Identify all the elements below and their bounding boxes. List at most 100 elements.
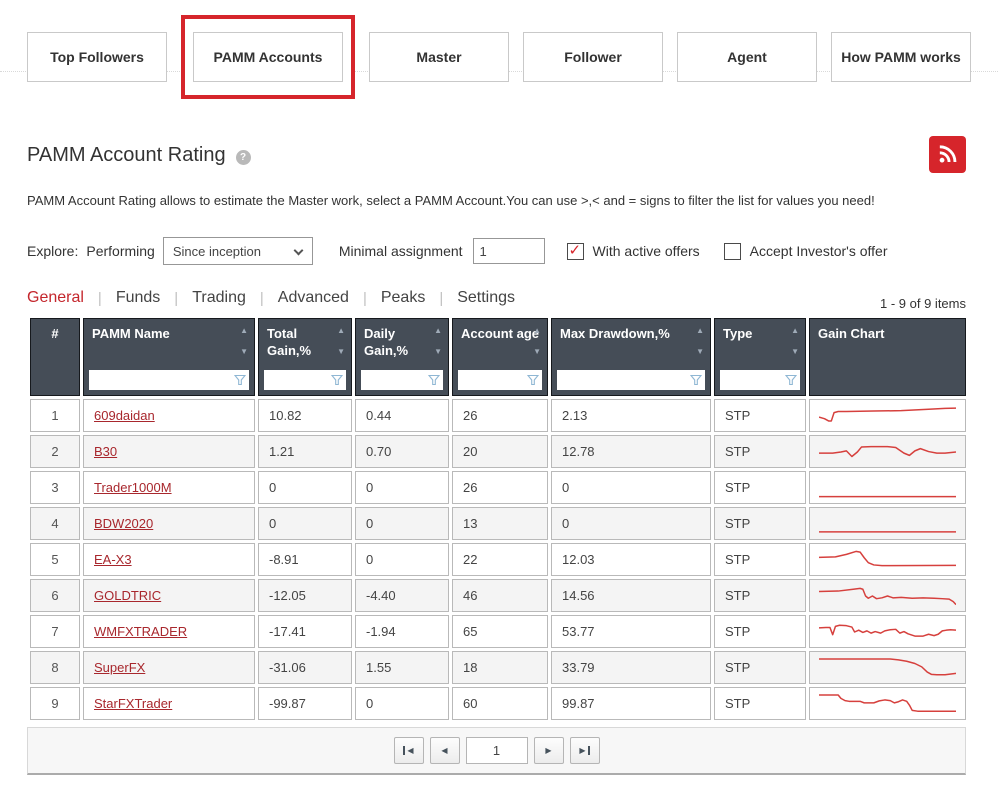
pager: ◀ ◀ ▶ ▶ bbox=[393, 737, 600, 764]
sort-asc-icon: ▲ bbox=[791, 326, 799, 335]
nav-button-agent[interactable]: Agent bbox=[677, 32, 817, 82]
tab-settings[interactable]: Settings bbox=[457, 289, 516, 306]
pamm-account-link[interactable]: 609daidan bbox=[94, 408, 155, 423]
account-age-value: 46 bbox=[452, 579, 548, 612]
column-filter-input[interactable] bbox=[720, 370, 785, 390]
type-value: STP bbox=[714, 507, 806, 540]
tab-general[interactable]: General bbox=[27, 289, 84, 306]
tab-advanced[interactable]: Advanced bbox=[277, 289, 349, 306]
next-arrow-icon: ▶ bbox=[545, 745, 552, 755]
nav-button-top-followers[interactable]: Top Followers bbox=[27, 32, 167, 82]
nav-button-master[interactable]: Master bbox=[369, 32, 509, 82]
pagination-prev-button[interactable]: ◀ bbox=[429, 737, 460, 764]
gain-sparkline bbox=[819, 655, 956, 681]
checkbox-box[interactable]: ✓ bbox=[566, 241, 584, 260]
max-drawdown-value: 99.87 bbox=[551, 687, 711, 720]
pamm-account-link[interactable]: EA-X3 bbox=[94, 552, 132, 567]
pagination-bar: ◀ ◀ ▶ ▶ bbox=[27, 727, 966, 775]
max-drawdown-value: 12.78 bbox=[551, 435, 711, 468]
pagination-first-button[interactable]: ◀ bbox=[393, 737, 424, 764]
accept-investors-offer-label: Accept Investor's offer bbox=[749, 243, 888, 259]
total-gain-value: -8.91 bbox=[258, 543, 352, 576]
nav-button-follower[interactable]: Follower bbox=[523, 32, 663, 82]
column-header-max-drawdown[interactable]: Max Drawdown,% ▲ ▼ bbox=[551, 318, 711, 396]
sort-arrows[interactable]: ▲ ▼ bbox=[240, 327, 248, 356]
account-age-value: 60 bbox=[452, 687, 548, 720]
sort-arrows[interactable]: ▲ ▼ bbox=[533, 327, 541, 356]
daily-gain-value: 0 bbox=[355, 507, 449, 540]
daily-gain-value: 0.70 bbox=[355, 435, 449, 468]
tab-funds[interactable]: Funds bbox=[115, 289, 161, 306]
total-gain-value: 10.82 bbox=[258, 399, 352, 432]
pamm-account-link[interactable]: SuperFX bbox=[94, 660, 146, 675]
table-row: 7 WMFXTRADER -17.41 -1.94 65 53.77 STP bbox=[30, 615, 966, 648]
column-filter bbox=[89, 370, 249, 390]
pagination-last-button[interactable]: ▶ bbox=[569, 737, 600, 764]
items-count: 1 - 9 of 9 items bbox=[880, 296, 966, 311]
chevron-down-icon bbox=[293, 245, 304, 256]
row-index: 4 bbox=[30, 507, 80, 540]
filter-funnel-icon[interactable] bbox=[428, 374, 440, 386]
sort-desc-icon: ▼ bbox=[240, 347, 248, 356]
rating-table: # PAMM Name ▲ ▼ Total Gain,% ▲ ▼ Daily Gai… bbox=[27, 315, 969, 723]
nav-button-pamm-accounts[interactable]: PAMM Accounts bbox=[193, 32, 343, 82]
column-filter-input[interactable] bbox=[89, 370, 234, 390]
pamm-account-link[interactable]: Trader1000M bbox=[94, 480, 172, 495]
pamm-account-link[interactable]: B30 bbox=[94, 444, 118, 459]
pamm-account-link[interactable]: BDW2020 bbox=[94, 516, 154, 531]
checkmark-icon: ✓ bbox=[568, 241, 582, 259]
sort-arrows[interactable]: ▲ ▼ bbox=[791, 327, 799, 356]
pamm-account-link[interactable]: GOLDTRIC bbox=[94, 588, 162, 603]
column-filter-input[interactable] bbox=[458, 370, 527, 390]
minimal-assignment-input[interactable] bbox=[472, 238, 545, 264]
daily-gain-value: 0 bbox=[355, 687, 449, 720]
column-filter-input[interactable] bbox=[557, 370, 690, 390]
tab-trading[interactable]: Trading bbox=[192, 289, 246, 306]
filter-funnel-icon[interactable] bbox=[527, 374, 539, 386]
sort-arrows[interactable]: ▲ ▼ bbox=[337, 327, 345, 356]
column-header-daily-gain[interactable]: Daily Gain,% ▲ ▼ bbox=[355, 318, 449, 396]
gain-sparkline bbox=[819, 475, 956, 501]
sort-asc-icon: ▲ bbox=[337, 326, 345, 335]
column-header-pamm-name[interactable]: PAMM Name ▲ ▼ bbox=[83, 318, 255, 396]
help-icon[interactable]: ? bbox=[235, 149, 251, 165]
with-active-offers-checkbox[interactable]: ✓ With active offers bbox=[566, 241, 700, 260]
filter-funnel-icon[interactable] bbox=[234, 374, 246, 386]
table-row: 2 B30 1.21 0.70 20 12.78 STP bbox=[30, 435, 966, 468]
rss-icon[interactable] bbox=[929, 136, 966, 173]
column-filter-input[interactable] bbox=[361, 370, 428, 390]
gain-sparkline bbox=[819, 547, 956, 573]
pamm-account-link[interactable]: StarFXTrader bbox=[94, 696, 173, 711]
sort-asc-icon: ▲ bbox=[240, 326, 248, 335]
row-index: 1 bbox=[30, 399, 80, 432]
accept-investors-offer-checkbox[interactable]: ✓ Accept Investor's offer bbox=[723, 242, 888, 260]
column-header-type[interactable]: Type ▲ ▼ bbox=[714, 318, 806, 396]
table-row: 9 StarFXTrader -99.87 0 60 99.87 STP bbox=[30, 687, 966, 720]
table-row: 3 Trader1000M 0 0 26 0 STP bbox=[30, 471, 966, 504]
column-header-total-gain[interactable]: Total Gain,% ▲ ▼ bbox=[258, 318, 352, 396]
row-index: 3 bbox=[30, 471, 80, 504]
period-select[interactable]: Since inception bbox=[162, 237, 313, 265]
row-index: 6 bbox=[30, 579, 80, 612]
filter-funnel-icon[interactable] bbox=[331, 374, 343, 386]
column-filter-input[interactable] bbox=[264, 370, 331, 390]
nav-button-how-pamm-works[interactable]: How PAMM works bbox=[831, 32, 971, 82]
pagination-next-button[interactable]: ▶ bbox=[533, 737, 564, 764]
sort-arrows[interactable]: ▲ ▼ bbox=[434, 327, 442, 356]
daily-gain-value: -1.94 bbox=[355, 615, 449, 648]
filter-funnel-icon[interactable] bbox=[785, 374, 797, 386]
max-drawdown-value: 0 bbox=[551, 471, 711, 504]
first-page-icon bbox=[403, 746, 406, 755]
pagination-page-input[interactable] bbox=[465, 737, 528, 764]
pamm-account-link[interactable]: WMFXTRADER bbox=[94, 624, 188, 639]
tab-peaks[interactable]: Peaks bbox=[380, 289, 426, 306]
sort-arrows[interactable]: ▲ ▼ bbox=[696, 327, 704, 356]
filter-funnel-icon[interactable] bbox=[690, 374, 702, 386]
prev-arrow-icon: ◀ bbox=[441, 745, 448, 755]
gain-chart-cell bbox=[809, 687, 966, 720]
checkbox-box[interactable]: ✓ bbox=[723, 242, 741, 260]
column-label: PAMM Name bbox=[92, 326, 170, 341]
column-header-index: # bbox=[30, 318, 80, 396]
column-header-account-age[interactable]: Account age ▲ ▼ bbox=[452, 318, 548, 396]
column-label: Max Drawdown,% bbox=[560, 326, 670, 341]
